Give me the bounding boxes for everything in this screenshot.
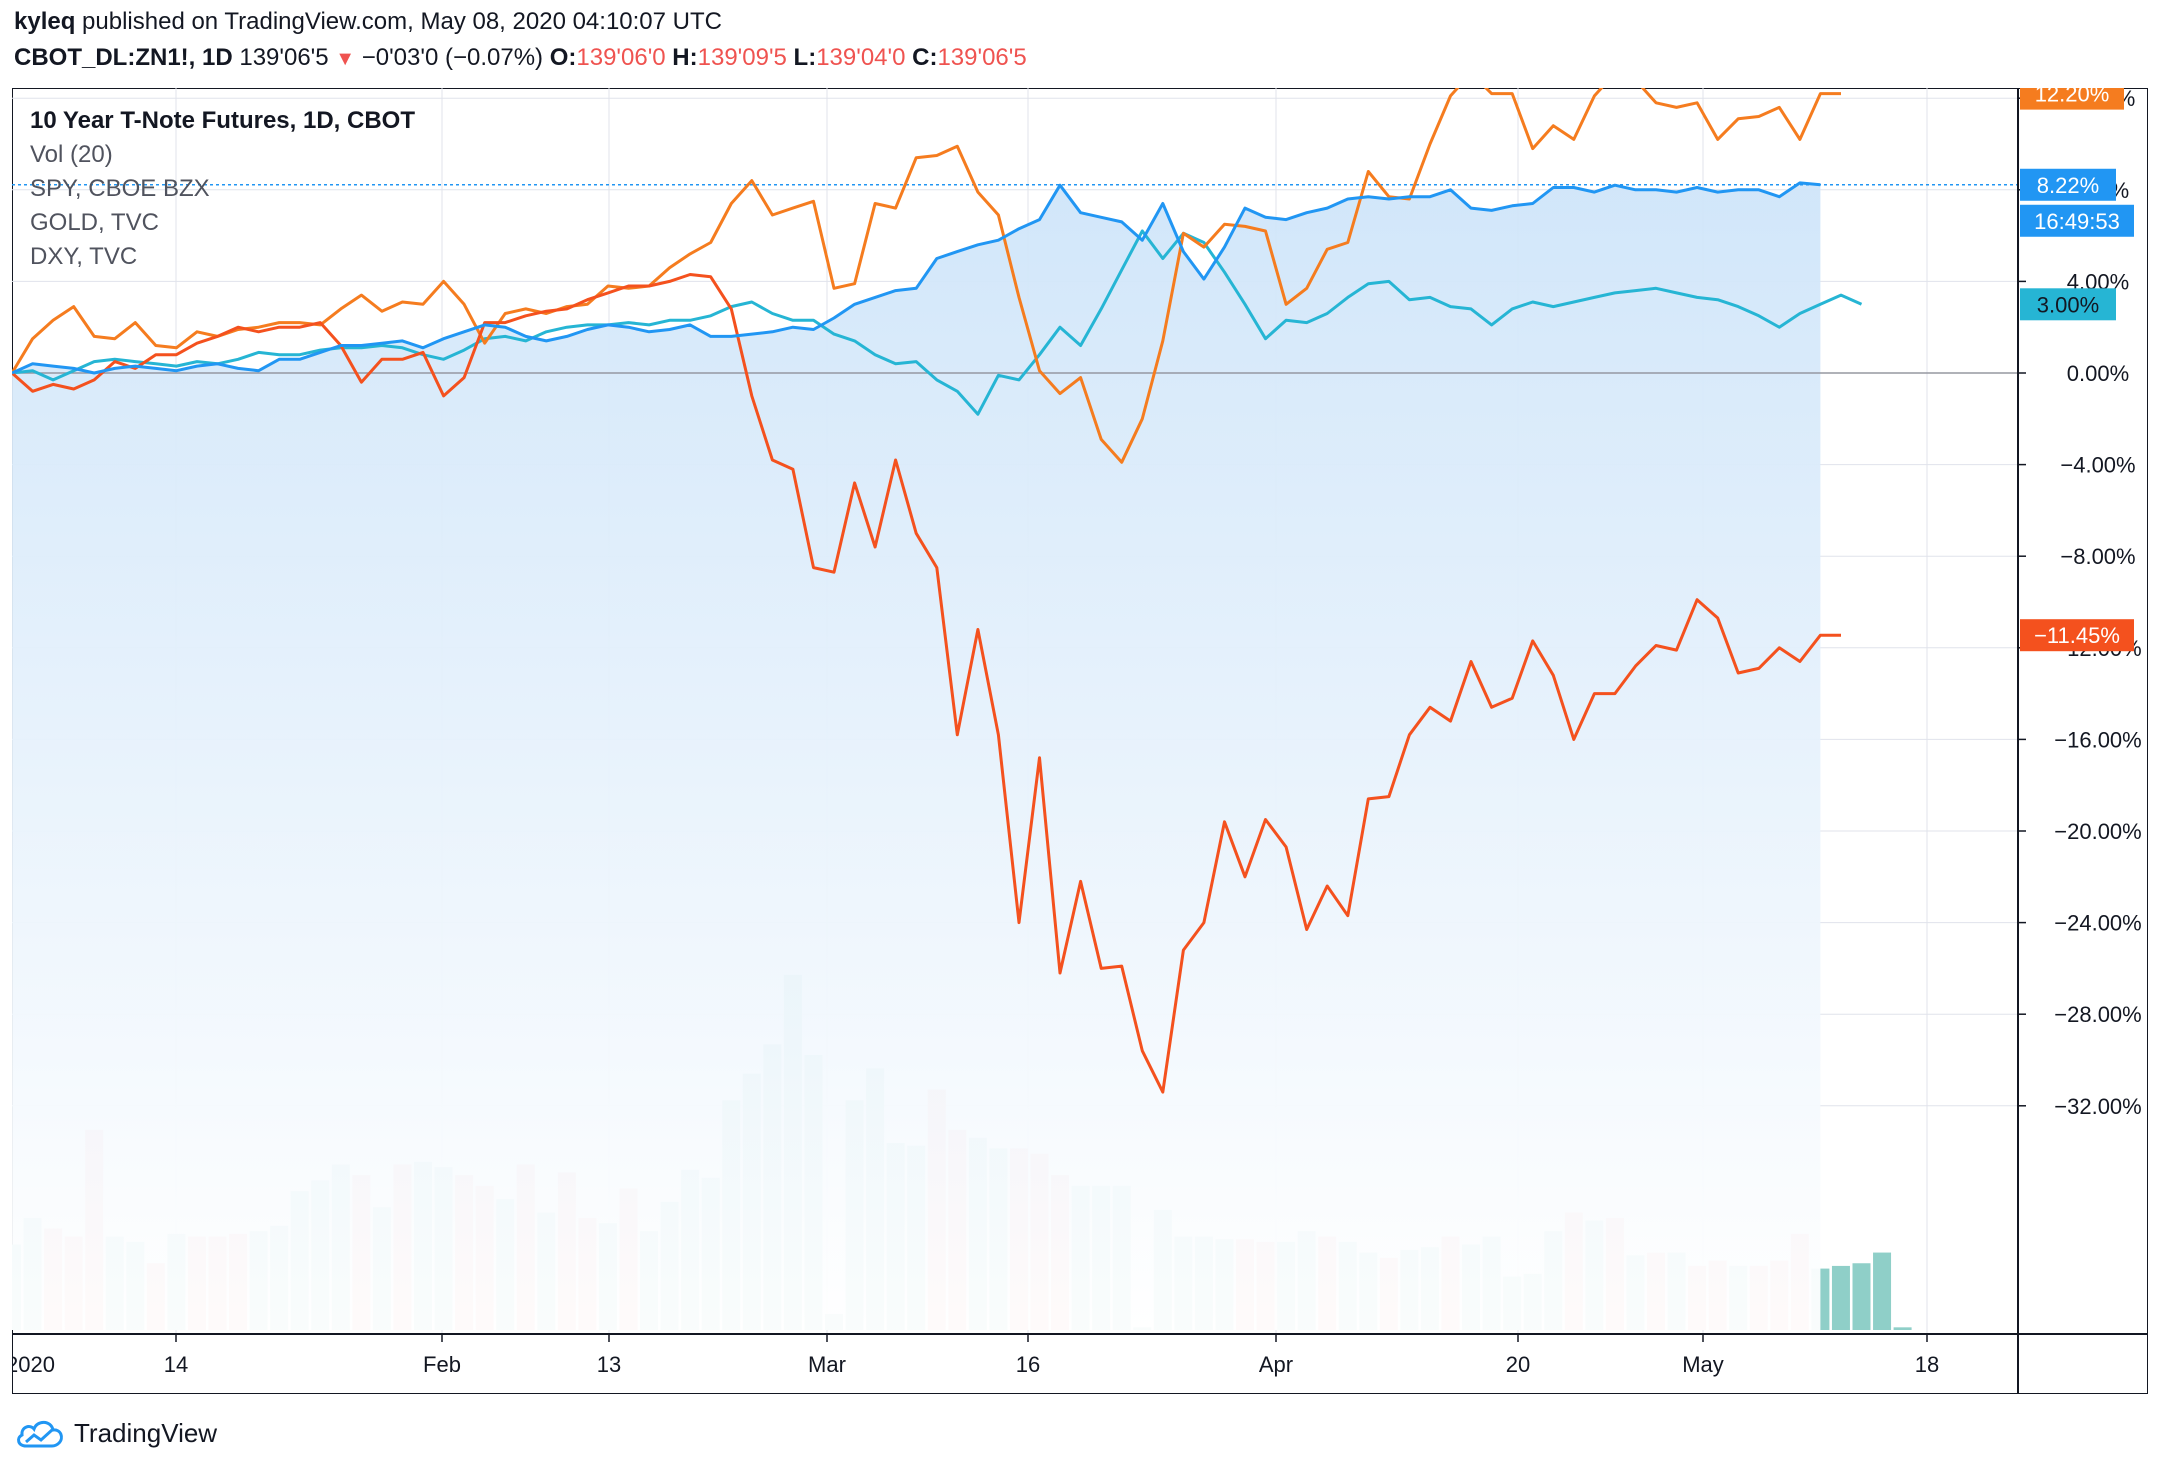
x-tick-label: 18	[1915, 1352, 1939, 1377]
high-value: 139'09'5	[697, 44, 787, 71]
zn-area-fill	[12, 182, 1821, 1331]
y-tick-label: −28.00%	[2054, 1002, 2141, 1027]
price-change: −0'03'0 (−0.07%)	[361, 44, 544, 71]
tradingview-cloud-icon	[17, 1420, 63, 1448]
footer-brand[interactable]: TradingView	[14, 1410, 217, 1456]
x-tick-label: May	[1682, 1352, 1724, 1377]
ohlc-bar: CBOT_DL:ZN1!, 1D 139'06'5 ▼ −0'03'0 (−0.…	[14, 44, 1027, 72]
x-tick-label: Mar	[808, 1352, 846, 1377]
volume-bar	[1873, 1252, 1892, 1330]
spy-line	[12, 273, 1841, 1094]
time-axis[interactable]: 2020 14 Feb 13 Mar 16 Apr 20 May 18	[12, 1334, 1939, 1377]
zn-price-tag	[2020, 168, 2116, 201]
dxy-line	[12, 229, 1863, 416]
zn-line	[12, 181, 1821, 375]
y-tick-label: −32.00%	[2054, 1094, 2141, 1119]
legend-dxy[interactable]: DXY, TVC	[30, 243, 138, 270]
legend-spy[interactable]: SPY, CBOE BZX	[30, 175, 210, 202]
spy-price-tag	[2020, 619, 2134, 652]
symbol-label: CBOT_DL:ZN1!, 1D	[14, 44, 233, 71]
x-tick-label: 2020	[12, 1352, 55, 1377]
open-label: O:	[549, 44, 577, 71]
y-tick-label: −16.00%	[2054, 727, 2141, 752]
publish-info: kyleq published on TradingView.com, May …	[14, 8, 722, 36]
low-label: L:	[793, 44, 817, 71]
legend-volume[interactable]: Vol (20)	[30, 141, 113, 168]
gold-price-tag-text: 12.20%	[2035, 88, 2110, 107]
zn-price-tag-text: 8.22%	[2037, 173, 2099, 198]
legend-gold[interactable]: GOLD, TVC	[30, 209, 159, 236]
series-lines	[12, 88, 1863, 1094]
y-tick-label: 0.00%	[2067, 361, 2129, 386]
close-label: C:	[912, 44, 938, 71]
volume-bar	[1893, 1327, 1912, 1330]
x-tick-label: 13	[597, 1352, 621, 1377]
volume-bar	[1852, 1263, 1871, 1330]
low-value: 139'04'0	[816, 44, 906, 71]
volume-bar	[1831, 1265, 1850, 1330]
last-price: 139'06'5	[239, 44, 329, 71]
y-tick-label: −20.00%	[2054, 819, 2141, 844]
legend-main-series[interactable]: 10 Year T-Note Futures, 1D, CBOT	[30, 107, 415, 134]
x-tick-label: 20	[1506, 1352, 1530, 1377]
chart-legend: 10 Year T-Note Futures, 1D, CBOT Vol (20…	[30, 104, 415, 274]
gold-price-tag	[2020, 88, 2124, 110]
x-tick-label: Apr	[1259, 1352, 1293, 1377]
y-tick-label: −4.00%	[2060, 453, 2135, 478]
publish-text: published on TradingView.com, May 08, 20…	[75, 8, 722, 35]
spy-price-tag-text: −11.45%	[2034, 623, 2120, 648]
price-chart[interactable]: 16.00%12.00%8.00%4.00%0.00%−4.00%−8.00%−…	[12, 88, 2148, 1394]
x-tick-label: Feb	[423, 1352, 461, 1377]
dxy-price-tag	[2020, 288, 2116, 321]
x-tick-label: 14	[164, 1352, 188, 1377]
high-label: H:	[672, 44, 698, 71]
open-value: 139'06'0	[576, 44, 666, 71]
dxy-price-tag-text: 3.00%	[2037, 292, 2099, 317]
close-value: 139'06'5	[937, 44, 1027, 71]
y-tick-label: −24.00%	[2054, 911, 2141, 936]
brand-name: TradingView	[74, 1417, 218, 1448]
price-labels: 12.20% 8.22% 16:49:53 3.00% −11.45%	[2020, 88, 2134, 652]
y-tick-label: −8.00%	[2060, 544, 2135, 569]
countdown-tag	[2020, 204, 2134, 237]
down-arrow-icon: ▼	[335, 48, 356, 70]
x-tick-label: 16	[1016, 1352, 1040, 1377]
countdown-tag-text: 16:49:53	[2034, 209, 2120, 234]
author-name[interactable]: kyleq	[14, 8, 76, 35]
